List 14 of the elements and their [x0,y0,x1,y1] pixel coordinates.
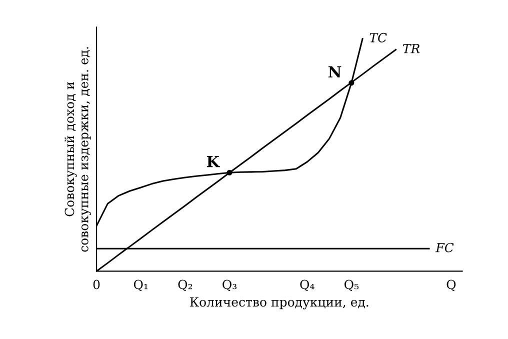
x-tick-label: Q₄ [300,280,314,292]
series-label: TC [370,32,387,42]
y-axis-title: Совокупный доход и совокупные издержки, ден. ед. [64,47,91,252]
x-axis-title: Количество продукции, ед. [190,297,368,310]
series-label: FC [435,242,454,252]
x-tick-label: Q₃ [222,280,237,292]
x-tick-label: Q₂ [178,280,192,292]
x-tick-label: Q₁ [134,280,148,292]
annotation: N [328,66,342,78]
x-tick-label: 0 [93,280,100,290]
annotation: K [206,156,220,168]
x-tick-label: Q [446,280,456,292]
x-tick-label: Q₅ [344,280,359,292]
series-label: TR [403,44,420,54]
